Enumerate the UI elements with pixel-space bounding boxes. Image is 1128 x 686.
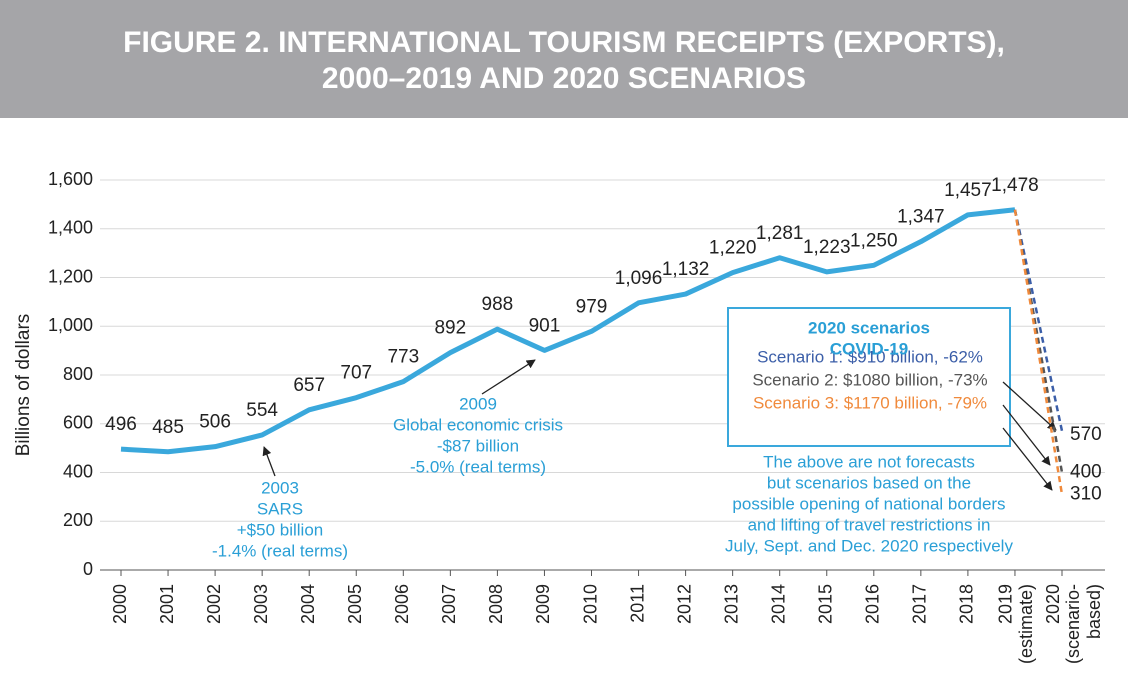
note: and lifting of travel restrictions in <box>748 515 991 534</box>
x-tick-label: 2003 <box>251 584 271 624</box>
y-tick-label: 800 <box>63 364 93 384</box>
data-label: 1,478 <box>991 175 1039 196</box>
data-label: 1,281 <box>756 223 804 244</box>
data-label: 988 <box>482 294 514 315</box>
y-tick-label: 1,200 <box>48 266 93 286</box>
x-tick-note: (estimate) <box>1016 584 1036 664</box>
data-label: 400 <box>1070 462 1102 483</box>
annotation: -$87 billion <box>437 436 519 455</box>
data-label: 506 <box>199 412 231 433</box>
data-label: 773 <box>387 347 419 368</box>
box-title: 2020 scenarios <box>808 318 930 337</box>
annotation: +$50 billion <box>237 520 324 539</box>
x-tick-note: (scenario-based) <box>1063 584 1104 664</box>
note: July, Sept. and Dec. 2020 respectively <box>725 536 1013 555</box>
x-tick-label: 2019 <box>996 584 1016 624</box>
chart-title: FIGURE 2. INTERNATIONAL TOURISM RECEIPTS… <box>123 26 1005 59</box>
data-label: 1,220 <box>709 238 757 259</box>
x-tick-label: 2002 <box>204 584 224 624</box>
x-tick-label: 2008 <box>486 584 506 624</box>
data-line <box>120 207 1016 455</box>
arrow <box>262 446 276 477</box>
legend-entry: Scenario 1: $910 billion, -62% <box>757 347 983 366</box>
y-tick-label: 200 <box>63 510 93 530</box>
x-tick-label: 2005 <box>345 584 365 624</box>
note: The above are not forecasts <box>763 452 975 471</box>
note: but scenarios based on the <box>767 473 971 492</box>
data-label: 979 <box>576 296 608 317</box>
annotation: -1.4% (real terms) <box>212 541 348 560</box>
legend-entry: Scenario 3: $1170 billion, -79% <box>753 393 987 412</box>
annotation: 2009 <box>459 394 497 413</box>
x-tick-label: 2004 <box>298 584 318 624</box>
x-tick-label: 2009 <box>533 584 553 624</box>
annotation: SARS <box>257 499 303 518</box>
arrow <box>1002 404 1051 466</box>
data-label: 570 <box>1070 424 1102 445</box>
data-label: 1,250 <box>850 230 898 251</box>
data-label: 1,096 <box>615 268 663 289</box>
y-tick-label: 0 <box>83 559 93 579</box>
data-label: 901 <box>529 315 561 336</box>
data-label: 485 <box>152 417 184 438</box>
scenario-line <box>1013 209 1064 495</box>
x-tick-label: 2016 <box>863 584 883 624</box>
annotation: Global economic crisis <box>393 415 563 434</box>
data-label: 496 <box>105 414 137 435</box>
data-label: 1,223 <box>803 237 851 258</box>
y-tick-label: 1,000 <box>48 315 93 335</box>
x-tick-label: 2007 <box>439 584 459 624</box>
x-tick-label: 2013 <box>721 584 741 624</box>
data-label: 1,132 <box>662 259 710 280</box>
scenario-box <box>727 307 1011 447</box>
x-tick-label: 2010 <box>580 584 600 624</box>
y-tick-label: 1,600 <box>48 169 93 189</box>
arrow <box>1002 427 1053 491</box>
x-tick-label: 2015 <box>816 584 836 624</box>
y-tick-label: 600 <box>63 413 93 433</box>
x-tick-label: 2000 <box>110 584 130 624</box>
arrow <box>481 359 536 395</box>
annotation: 2003 <box>261 478 299 497</box>
x-tick-label: 2017 <box>910 584 930 624</box>
data-label: 707 <box>340 363 372 384</box>
x-tick-label: 2018 <box>957 584 977 624</box>
arrow <box>1002 381 1057 431</box>
annotation: -5.0% (real terms) <box>410 457 546 476</box>
x-tick-label: 2006 <box>392 584 412 624</box>
data-label: 310 <box>1070 483 1102 504</box>
header-band <box>0 0 1128 118</box>
data-label: 554 <box>246 400 278 421</box>
box-title: COVID-19 <box>830 339 908 358</box>
x-tick-label: 2012 <box>674 584 694 624</box>
y-tick-label: 400 <box>63 461 93 481</box>
x-tick-label: 2011 <box>627 584 647 623</box>
note: possible opening of national borders <box>732 494 1005 513</box>
legend-entry: Scenario 2: $1080 billion, -73% <box>752 370 987 389</box>
data-label: 1,347 <box>897 207 945 228</box>
x-tick-label: 2020 <box>1043 584 1063 624</box>
data-label: 657 <box>293 375 325 396</box>
x-tick-label: 2014 <box>768 584 788 624</box>
scenario-line <box>1013 209 1064 432</box>
data-label: 892 <box>434 318 466 339</box>
y-tick-label: 1,400 <box>48 218 93 238</box>
x-tick-label: 2001 <box>157 584 177 624</box>
y-axis-label: Billions of dollars <box>13 314 34 457</box>
chart-title: 2000–2019 AND 2020 SCENARIOS <box>322 62 806 95</box>
data-label: 1,457 <box>944 180 992 201</box>
